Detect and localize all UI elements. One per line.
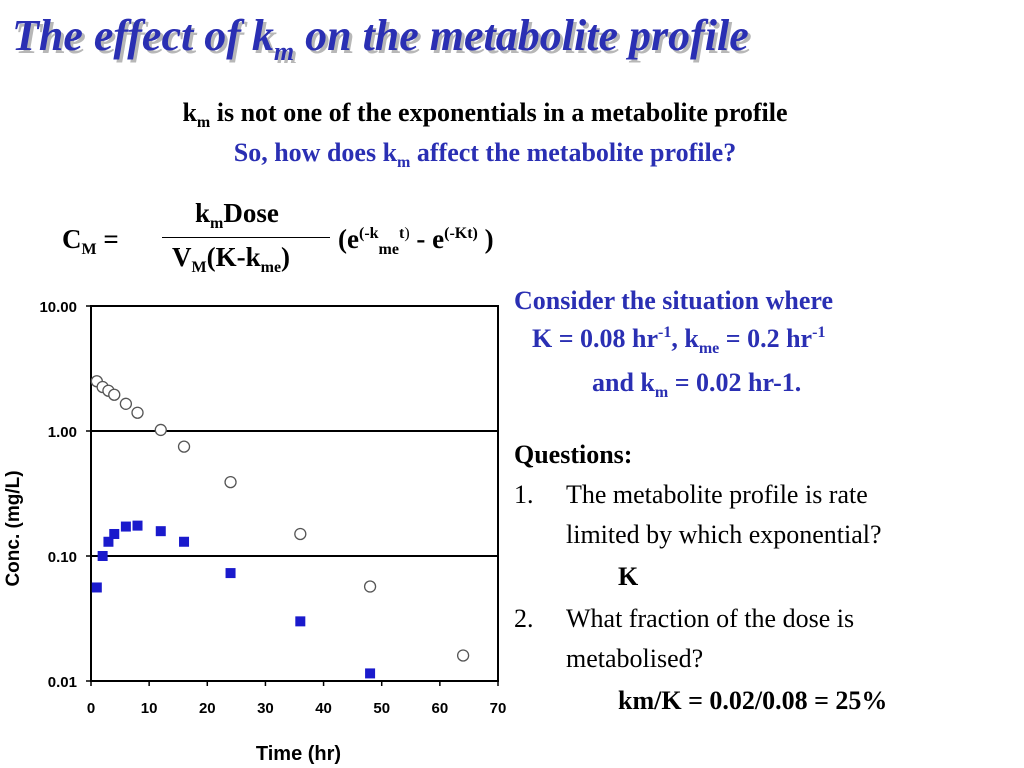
question-1-line-2: limited by which exponential? xyxy=(566,520,882,549)
x-tick-label: 40 xyxy=(315,700,332,717)
questions-heading: Questions: xyxy=(514,440,633,469)
y-tick-label: 10.00 xyxy=(39,299,77,316)
equation-lhs: CM = xyxy=(62,224,119,258)
consider-line-1: Consider the situation where xyxy=(514,286,833,315)
x-tick-label: 50 xyxy=(373,700,390,717)
fraction-bar xyxy=(162,237,330,238)
metabolite-point xyxy=(91,582,102,593)
x-tick-label: 70 xyxy=(490,700,507,717)
question-1-number: 1. xyxy=(514,480,534,509)
parent-drug-point xyxy=(456,649,470,662)
question-2-line-2: metabolised? xyxy=(566,644,704,673)
question-2-number: 2. xyxy=(514,604,534,633)
question-1-line-1: The metabolite profile is rate xyxy=(566,480,868,509)
consider-line-2: K = 0.08 hr-1, kme = 0.2 hr-1 xyxy=(532,324,826,357)
y-tick-label: 0.01 xyxy=(48,674,77,691)
question-line: So, how does km affect the metabolite pr… xyxy=(233,138,737,171)
metabolite-point xyxy=(120,521,131,532)
plot-frame xyxy=(90,305,499,682)
slide-title: The effect of km on the metabolite profi… xyxy=(12,11,749,66)
concentration-time-chart: 10.00 1.00 0.10 0.01 0 10 20 30 40 50 60 70 Time (hr… xyxy=(3,299,507,765)
question-1-answer: K xyxy=(618,562,639,591)
parent-drug-point xyxy=(154,423,167,437)
metabolite-point xyxy=(109,528,120,539)
consider-line-3: and km = 0.02 hr-1. xyxy=(592,368,802,401)
metabolite-point xyxy=(225,568,236,579)
parent-drug-point xyxy=(224,475,237,489)
metabolite-point xyxy=(132,520,143,531)
question-2-line-1: What fraction of the dose is xyxy=(566,604,855,633)
parent-drug-point xyxy=(177,440,191,453)
metabolite-point xyxy=(365,668,376,679)
parent-drug-point xyxy=(119,397,133,410)
x-tick-label: 10 xyxy=(141,700,158,717)
metabolite-point xyxy=(179,536,190,547)
metabolite-point xyxy=(295,616,306,627)
metabolite-point xyxy=(103,536,114,547)
equation-denominator: VM(K-kme) xyxy=(172,242,291,276)
parent-drug-point xyxy=(131,406,144,419)
parent-drug-point xyxy=(363,580,377,593)
parent-drug-point xyxy=(294,527,307,541)
y-tick-label: 1.00 xyxy=(48,424,77,441)
x-axis-label: Time (hr) xyxy=(256,743,341,765)
equation-exponentials: (e(-kmet) - e(-Kt) ) xyxy=(338,224,494,258)
x-tick-label: 60 xyxy=(432,700,449,717)
statement-line: km is not one of the exponentials in a m… xyxy=(182,98,788,131)
y-axis-label: Conc. (mg/L) xyxy=(3,470,24,586)
x-tick-label: 0 xyxy=(87,700,95,717)
parent-drug-point xyxy=(108,388,121,401)
equation-numerator: kmDose xyxy=(195,198,279,232)
x-tick-label: 30 xyxy=(257,700,274,717)
metabolite-point xyxy=(97,551,108,561)
x-tick-label: 20 xyxy=(199,700,216,717)
metabolite-point xyxy=(155,526,166,537)
y-tick-label: 0.10 xyxy=(48,549,77,566)
question-2-answer: km/K = 0.02/0.08 = 25% xyxy=(618,686,888,715)
